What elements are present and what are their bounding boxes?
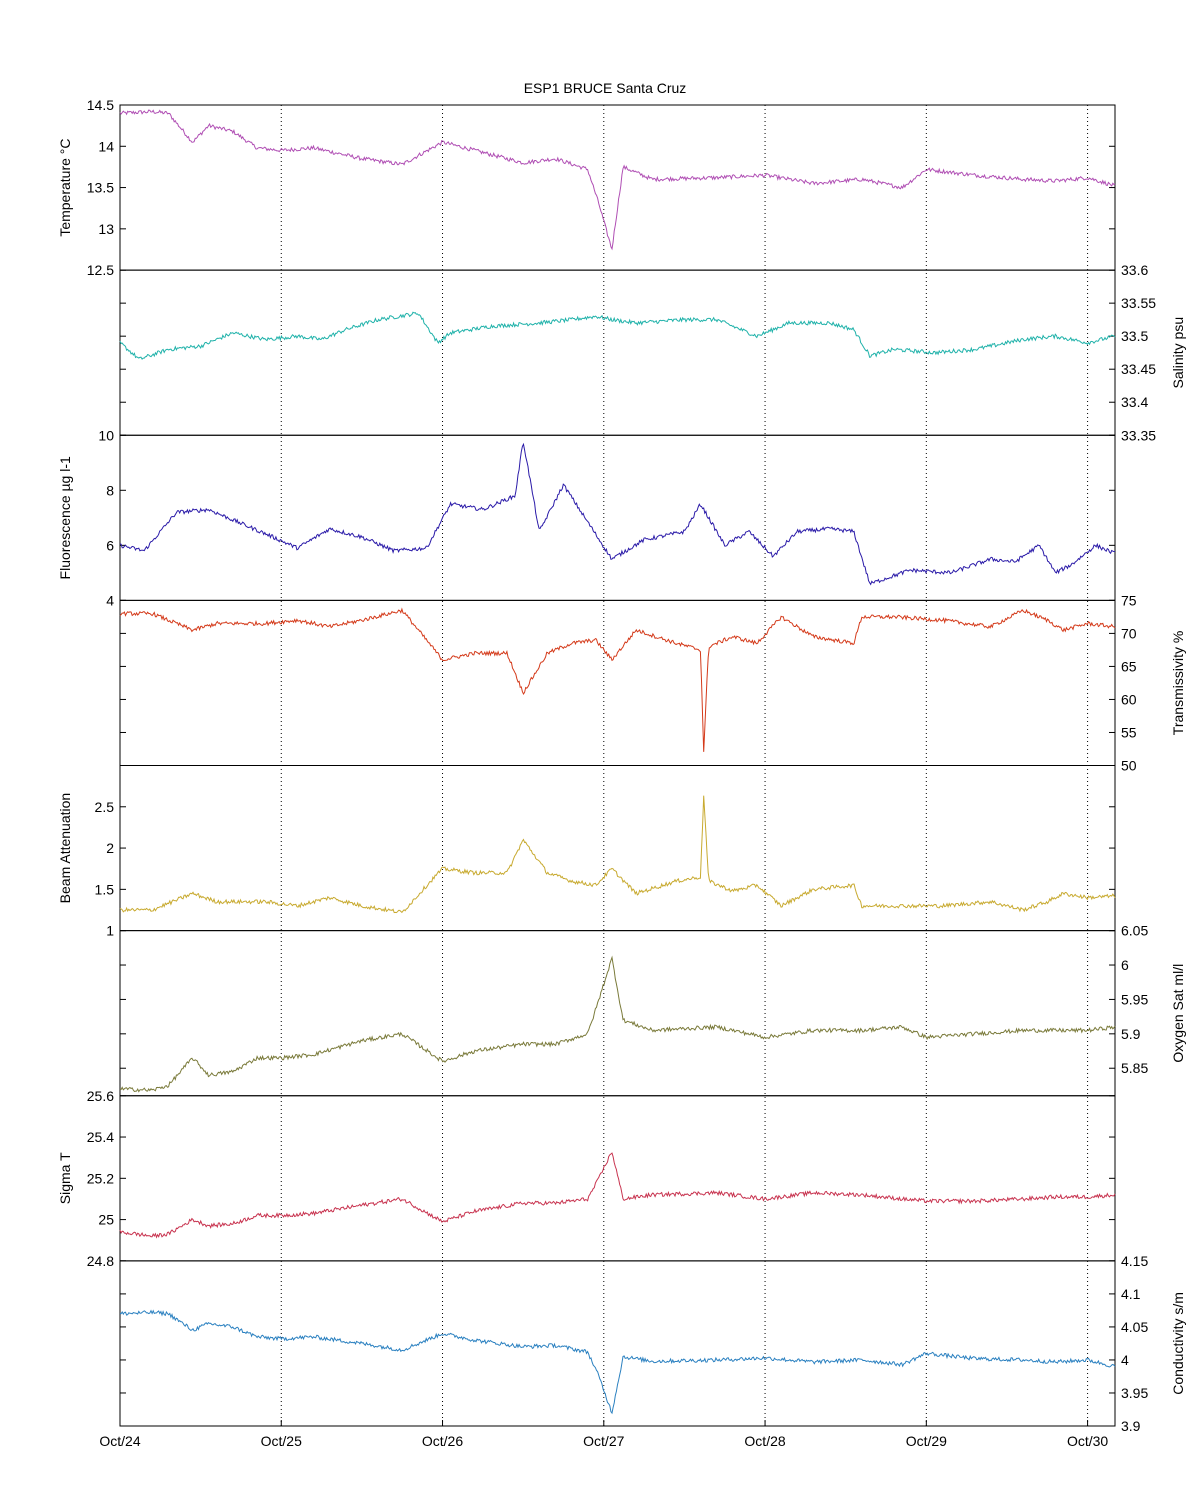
y-tick-label-conductivity: 3.95 bbox=[1121, 1385, 1148, 1401]
y-tick-label-beam-attenuation: 1 bbox=[106, 923, 114, 939]
y-tick-label-transmissivity: 65 bbox=[1121, 658, 1137, 674]
y-tick-label-conductivity: 4.15 bbox=[1121, 1253, 1148, 1269]
y-tick-label-temperature: 12.5 bbox=[87, 262, 114, 278]
y-tick-label-conductivity: 4.1 bbox=[1121, 1286, 1141, 1302]
y-tick-label-beam-attenuation: 2.5 bbox=[95, 799, 115, 815]
y-tick-label-oxygen: 5.85 bbox=[1121, 1060, 1148, 1076]
y-tick-label-temperature: 14 bbox=[98, 138, 114, 154]
y-tick-label-transmissivity: 75 bbox=[1121, 592, 1137, 608]
panel-frame-salinity bbox=[119, 269, 1116, 436]
panel-frame-fluorescence bbox=[119, 434, 1116, 601]
y-tick-label-fluorescence: 6 bbox=[106, 537, 114, 553]
y-tick-label-salinity: 33.35 bbox=[1121, 427, 1156, 443]
y-tick-label-conductivity: 4.05 bbox=[1121, 1319, 1148, 1335]
y-axis-label-conductivity: Conductivity s/m bbox=[1170, 1292, 1186, 1395]
series-line-salinity bbox=[119, 311, 1116, 360]
y-tick-label-salinity: 33.55 bbox=[1121, 295, 1156, 311]
panel-frame-oxygen bbox=[119, 930, 1116, 1097]
y-tick-label-transmissivity: 60 bbox=[1121, 691, 1137, 707]
y-tick-label-conductivity: 3.9 bbox=[1121, 1418, 1141, 1434]
panel-frame-transmissivity bbox=[119, 599, 1116, 766]
y-axis-label-oxygen: Oxygen Sat ml/l bbox=[1170, 964, 1186, 1063]
x-tick-label: Oct/26 bbox=[422, 1433, 463, 1449]
y-tick-label-salinity: 33.6 bbox=[1121, 262, 1148, 278]
y-tick-label-conductivity: 4 bbox=[1121, 1352, 1129, 1368]
y-tick-label-beam-attenuation: 1.5 bbox=[95, 881, 115, 897]
y-tick-label-sigma-t: 25.2 bbox=[87, 1170, 114, 1186]
series-line-temperature bbox=[119, 109, 1116, 251]
y-tick-label-salinity: 33.4 bbox=[1121, 394, 1148, 410]
x-tick-label: Oct/27 bbox=[583, 1433, 624, 1449]
y-tick-label-oxygen: 6 bbox=[1121, 957, 1129, 973]
y-tick-label-beam-attenuation: 2 bbox=[106, 840, 114, 856]
y-tick-label-sigma-t: 25.4 bbox=[87, 1129, 114, 1145]
series-line-transmissivity bbox=[119, 607, 1116, 752]
y-axis-label-sigma-t: Sigma T bbox=[57, 1152, 73, 1204]
y-tick-label-oxygen: 6.05 bbox=[1121, 923, 1148, 939]
x-tick-label: Oct/24 bbox=[99, 1433, 140, 1449]
y-tick-label-oxygen: 5.95 bbox=[1121, 991, 1148, 1007]
y-tick-label-sigma-t: 25.6 bbox=[87, 1088, 114, 1104]
y-tick-label-temperature: 13.5 bbox=[87, 180, 114, 196]
y-axis-label-salinity: Salinity psu bbox=[1170, 317, 1186, 389]
y-tick-label-transmissivity: 50 bbox=[1121, 758, 1137, 774]
x-tick-label: Oct/30 bbox=[1067, 1433, 1108, 1449]
series-line-oxygen bbox=[119, 955, 1116, 1093]
y-axis-label-fluorescence: Fluorescence µg l-1 bbox=[57, 456, 73, 579]
y-tick-label-fluorescence: 8 bbox=[106, 482, 114, 498]
y-tick-label-fluorescence: 4 bbox=[106, 592, 114, 608]
y-axis-label-temperature: Temperature °C bbox=[57, 138, 73, 236]
panel-frame-temperature bbox=[119, 104, 1116, 271]
y-tick-label-salinity: 33.5 bbox=[1121, 328, 1148, 344]
y-tick-label-sigma-t: 24.8 bbox=[87, 1253, 114, 1269]
x-tick-label: Oct/29 bbox=[906, 1433, 947, 1449]
y-tick-label-temperature: 14.5 bbox=[87, 97, 114, 113]
y-tick-label-transmissivity: 70 bbox=[1121, 625, 1137, 641]
panel-frame-conductivity bbox=[119, 1260, 1116, 1427]
panel-frame-beam-attenuation bbox=[119, 765, 1116, 932]
series-line-beam-attenuation bbox=[119, 795, 1116, 914]
series-line-sigma-t bbox=[119, 1152, 1116, 1239]
x-tick-label: Oct/28 bbox=[744, 1433, 785, 1449]
y-tick-label-temperature: 13 bbox=[98, 221, 114, 237]
chart-title: ESP1 BRUCE Santa Cruz bbox=[524, 80, 687, 96]
y-tick-label-salinity: 33.45 bbox=[1121, 361, 1156, 377]
y-tick-label-oxygen: 5.9 bbox=[1121, 1026, 1141, 1042]
panel-frame-sigma-t bbox=[119, 1095, 1116, 1262]
y-tick-label-transmissivity: 55 bbox=[1121, 724, 1137, 740]
y-tick-label-sigma-t: 25 bbox=[98, 1212, 114, 1228]
y-tick-label-fluorescence: 10 bbox=[98, 427, 114, 443]
x-tick-label: Oct/25 bbox=[261, 1433, 302, 1449]
y-axis-label-transmissivity: Transmissivity % bbox=[1170, 631, 1186, 736]
series-line-fluorescence bbox=[119, 442, 1116, 586]
y-axis-label-beam-attenuation: Beam Attenuation bbox=[57, 793, 73, 904]
series-line-conductivity bbox=[119, 1309, 1116, 1415]
